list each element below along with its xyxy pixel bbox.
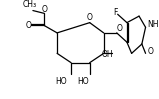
- Text: NH: NH: [147, 20, 159, 29]
- Text: O: O: [41, 5, 47, 14]
- Text: O: O: [25, 21, 31, 30]
- Text: F: F: [114, 8, 118, 17]
- Text: O: O: [147, 47, 153, 56]
- Text: OH: OH: [101, 50, 113, 59]
- Text: CH₃: CH₃: [23, 0, 37, 9]
- Text: HO: HO: [55, 77, 67, 86]
- Text: O: O: [87, 13, 93, 22]
- Text: O: O: [117, 24, 122, 33]
- Text: HO: HO: [77, 77, 89, 86]
